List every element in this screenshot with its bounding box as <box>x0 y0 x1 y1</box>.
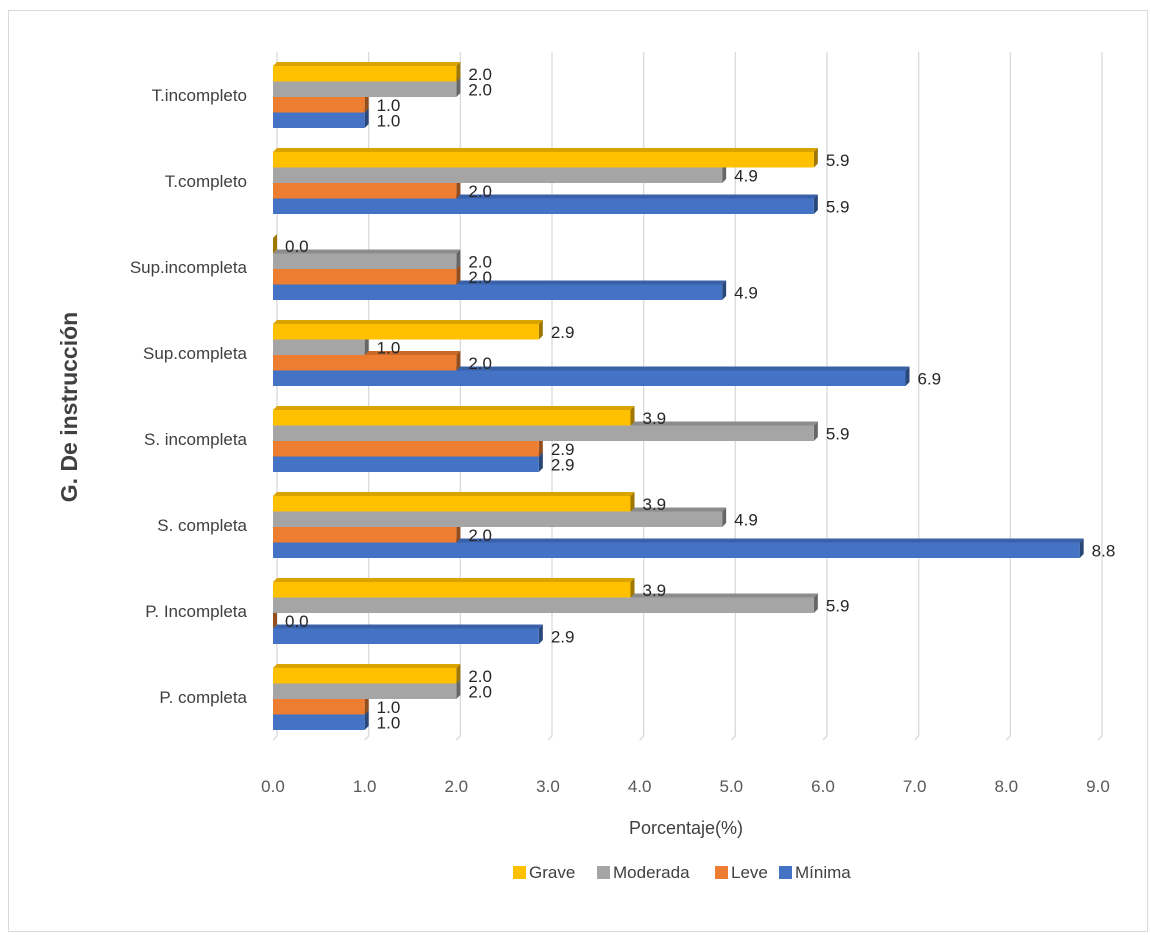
bar <box>273 320 543 340</box>
legend-item: Grave <box>513 863 575 882</box>
legend-label: Mínima <box>795 863 851 882</box>
legend-swatch <box>715 866 728 879</box>
bar <box>273 406 635 426</box>
data-label: 0.0 <box>285 237 309 256</box>
data-label: 6.9 <box>918 369 942 388</box>
bars <box>273 62 1084 730</box>
x-tick-label: 3.0 <box>536 777 560 796</box>
data-label: 5.9 <box>826 197 850 216</box>
legend: Grave Moderada Leve Mínima <box>513 863 851 882</box>
data-label: 8.8 <box>1092 541 1116 560</box>
gridline <box>914 52 920 741</box>
bar <box>273 578 635 598</box>
data-label: 2.0 <box>468 65 492 84</box>
data-label: 1.0 <box>377 713 401 732</box>
bar <box>273 234 277 254</box>
category-label: S. incompleta <box>144 430 248 449</box>
data-label: 2.0 <box>468 80 492 99</box>
data-label: 4.9 <box>734 510 758 529</box>
data-label: 4.9 <box>734 283 758 302</box>
gridline <box>547 52 553 741</box>
y-axis-title: G. De instrucción <box>56 312 82 502</box>
legend-label: Moderada <box>613 863 690 882</box>
data-label: 2.0 <box>468 526 492 545</box>
data-label: 2.9 <box>551 323 575 342</box>
data-label: 4.9 <box>734 166 758 185</box>
data-label: 2.0 <box>468 667 492 686</box>
data-label: 3.9 <box>643 409 667 428</box>
gridline <box>1097 52 1103 741</box>
bar <box>273 148 818 168</box>
data-label: 2.0 <box>468 252 492 271</box>
data-label: 1.0 <box>377 338 401 357</box>
bar <box>273 249 461 269</box>
legend-swatch <box>513 866 526 879</box>
data-label: 2.9 <box>551 627 575 646</box>
category-label: S. completa <box>157 516 247 535</box>
data-label: 5.9 <box>826 424 850 443</box>
data-label: 0.0 <box>285 612 309 631</box>
data-label: 1.0 <box>377 111 401 130</box>
data-label: 2.0 <box>468 682 492 701</box>
data-label: 2.0 <box>468 354 492 373</box>
category-label: T.completo <box>165 172 247 191</box>
legend-label: Leve <box>731 863 768 882</box>
data-label: 5.9 <box>826 151 850 170</box>
bar <box>273 538 1084 558</box>
data-label: 2.9 <box>551 440 575 459</box>
category-label: P. completa <box>159 688 247 707</box>
data-label: 2.9 <box>551 455 575 474</box>
data-label: 2.0 <box>468 182 492 201</box>
data-labels: 1.01.02.02.02.90.05.93.98.82.04.93.92.92… <box>285 65 1115 733</box>
x-tick-labels: 0.0 1.0 2.0 3.0 4.0 5.0 6.0 7.0 8.0 9.0 <box>261 777 1110 796</box>
bar <box>273 609 277 629</box>
x-tick-label: 9.0 <box>1086 777 1110 796</box>
data-label: 1.0 <box>377 96 401 115</box>
x-tick-label: 1.0 <box>353 777 377 796</box>
data-label: 3.9 <box>643 495 667 514</box>
x-axis-title: Porcentaje(%) <box>629 818 743 838</box>
legend-item: Leve <box>715 863 768 882</box>
x-tick-label: 7.0 <box>903 777 927 796</box>
gridline <box>639 52 645 741</box>
data-label: 1.0 <box>377 698 401 717</box>
bar <box>273 624 543 644</box>
category-label: Sup.incompleta <box>130 258 248 277</box>
legend-item: Mínima <box>779 863 851 882</box>
x-tick-label: 8.0 <box>995 777 1019 796</box>
x-tick-label: 2.0 <box>445 777 469 796</box>
category-label: P. Incompleta <box>145 602 247 621</box>
legend-label: Grave <box>529 863 575 882</box>
category-label: T.incompleto <box>152 86 247 105</box>
legend-swatch <box>779 866 792 879</box>
x-tick-label: 0.0 <box>261 777 285 796</box>
category-labels: P. completa P. Incompleta S. completa S. in… <box>130 86 248 707</box>
bar <box>273 492 635 512</box>
legend-item: Moderada <box>597 863 690 882</box>
gridline <box>730 52 736 741</box>
legend-swatch <box>597 866 610 879</box>
bar <box>273 664 461 684</box>
gridline <box>822 52 828 741</box>
x-tick-label: 6.0 <box>811 777 835 796</box>
data-label: 3.9 <box>643 581 667 600</box>
bar <box>273 62 461 82</box>
gridline <box>1005 52 1011 741</box>
category-label: Sup.completa <box>143 344 247 363</box>
data-label: 2.0 <box>468 268 492 287</box>
x-tick-label: 5.0 <box>720 777 744 796</box>
data-label: 5.9 <box>826 596 850 615</box>
x-tick-label: 4.0 <box>628 777 652 796</box>
